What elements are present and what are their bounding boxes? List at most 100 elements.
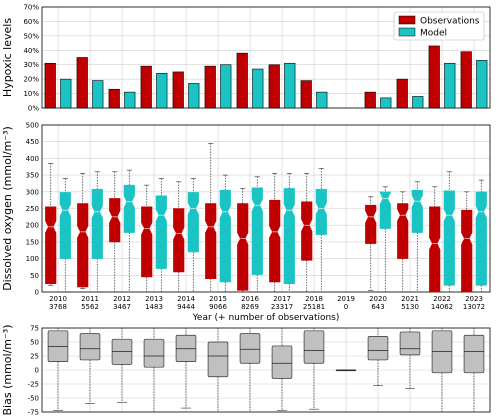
bias-box-2020-box bbox=[367, 336, 389, 361]
year-label-2013: 2013 bbox=[145, 295, 163, 303]
bias-box-2019 bbox=[335, 369, 357, 372]
bias-box-2023 bbox=[463, 327, 485, 413]
oxygen-box-model-2016-box bbox=[251, 187, 263, 275]
oxygen-box-observations-2020-box bbox=[365, 204, 377, 244]
obs-count-2022: 14062 bbox=[431, 303, 453, 311]
hypoxic-y-tick: 0% bbox=[28, 105, 39, 113]
oxygen-box-model-2017-box bbox=[283, 188, 295, 284]
bias-y-tick: 25 bbox=[30, 353, 39, 361]
bar-observations-2022 bbox=[428, 45, 440, 109]
oxygen-y-tick: 500 bbox=[26, 122, 39, 130]
bias-box-2012 bbox=[111, 327, 133, 403]
bias-box-2017-box bbox=[271, 345, 293, 379]
bias-y-tick: 50 bbox=[30, 339, 39, 347]
hypoxic-y-tick: 40% bbox=[23, 47, 39, 55]
bias-box-2020 bbox=[367, 327, 389, 386]
oxygen-box-observations-2010 bbox=[45, 163, 57, 286]
bar-model-2023 bbox=[476, 60, 488, 109]
bar-model-2021 bbox=[412, 96, 424, 109]
oxygen-box-model-2020 bbox=[379, 186, 391, 293]
oxygen-box-observations-2022 bbox=[429, 186, 441, 293]
year-label-2010: 2010 bbox=[49, 295, 67, 303]
bar-observations-2012 bbox=[108, 88, 120, 109]
oxygen-box-observations-2015-box bbox=[205, 203, 217, 279]
hypoxic-y-tick: 20% bbox=[23, 76, 39, 84]
obs-count-2020: 643 bbox=[371, 303, 384, 311]
bar-model-2012 bbox=[124, 91, 136, 109]
bar-observations-2023 bbox=[460, 51, 472, 109]
oxygen-box-observations-2011-box bbox=[77, 203, 89, 288]
oxygen-box-observations-2017-box bbox=[269, 199, 281, 283]
oxygen-box-model-2016 bbox=[251, 176, 263, 293]
oxygen-y-tick: 100 bbox=[26, 255, 39, 263]
oxygen-box-model-2012-box bbox=[123, 184, 135, 233]
bar-observations-2015 bbox=[204, 65, 216, 109]
bar-model-2022 bbox=[444, 62, 456, 109]
oxygen-box-model-2010 bbox=[59, 178, 71, 293]
bias-box-2021 bbox=[399, 327, 421, 389]
oxygen-box-observations-2020 bbox=[365, 196, 377, 291]
bias-y-tick: 75 bbox=[30, 325, 39, 333]
bias-box-2016 bbox=[239, 327, 261, 413]
bias-box-2023-box bbox=[463, 334, 485, 374]
x-axis-label: Year (+ number of observations) bbox=[192, 313, 340, 323]
oxygen-box-observations-2015 bbox=[205, 143, 217, 293]
oxygen-box-model-2022 bbox=[443, 171, 455, 293]
bias-y-tick: -50 bbox=[28, 395, 39, 403]
legend-swatch-observations bbox=[398, 15, 416, 25]
plot-frame bbox=[41, 327, 491, 413]
oxygen-box-observations-2016-box bbox=[237, 203, 249, 291]
bar-observations-2017 bbox=[268, 64, 280, 109]
oxygen-box-observations-2021-box bbox=[397, 203, 409, 259]
obs-count-2023: 13072 bbox=[463, 303, 485, 311]
year-label-2011: 2011 bbox=[81, 295, 99, 303]
oxygen-box-observations-2016 bbox=[237, 188, 249, 293]
oxygen-box-observations-2012-box bbox=[109, 198, 121, 243]
oxygen-y-tick: 250 bbox=[26, 205, 39, 213]
year-label-2019: 2019 bbox=[337, 295, 355, 303]
oxygen-box-model-2020-box bbox=[379, 191, 391, 229]
oxygen-y-tick: 300 bbox=[26, 188, 39, 196]
oxygen-box-model-2010-box bbox=[59, 192, 71, 259]
obs-count-2012: 3467 bbox=[113, 303, 131, 311]
oxygen-box-model-2013-box bbox=[155, 195, 167, 269]
oxygen-box-model-2022-box bbox=[443, 190, 455, 286]
bias-box-2013 bbox=[143, 327, 165, 413]
oxygen-box-model-2023-box bbox=[475, 191, 487, 286]
bias-box-2022 bbox=[431, 327, 453, 413]
hypoxic-y-tick: 10% bbox=[23, 90, 39, 98]
year-label-2012: 2012 bbox=[113, 295, 131, 303]
bias-box-2010 bbox=[47, 327, 69, 411]
bar-model-2014 bbox=[188, 83, 200, 109]
oxygen-box-observations-2012 bbox=[109, 171, 121, 293]
bar-observations-2020 bbox=[364, 91, 376, 109]
bar-observations-2014 bbox=[172, 71, 184, 109]
bar-model-2010 bbox=[60, 78, 72, 109]
plot-frame bbox=[41, 6, 491, 109]
oxygen-box-model-2014 bbox=[187, 178, 199, 293]
legend-label-model: Model bbox=[420, 29, 447, 39]
bias-box-2016-box bbox=[239, 333, 261, 364]
hypoxic-y-tick: 70% bbox=[23, 4, 39, 12]
oxygen-y-tick: 400 bbox=[26, 155, 39, 163]
bar-observations-2011 bbox=[76, 57, 88, 109]
obs-count-2016: 8269 bbox=[241, 303, 259, 311]
hypoxic-y-label: Hypoxic levels bbox=[1, 18, 14, 97]
bar-model-2016 bbox=[252, 68, 264, 109]
bias-y-tick: -75 bbox=[28, 409, 39, 417]
bias-box-2014 bbox=[175, 327, 197, 409]
oxygen-box-observations-2010-box bbox=[45, 206, 57, 284]
oxygen-box-model-2018-box bbox=[315, 188, 327, 235]
bar-model-2020 bbox=[380, 97, 392, 109]
year-label-2020: 2020 bbox=[369, 295, 387, 303]
oxygen-box-observations-2023-box bbox=[461, 209, 473, 293]
year-label-2015: 2015 bbox=[209, 295, 227, 303]
year-label-2016: 2016 bbox=[241, 295, 259, 303]
bar-observations-2016 bbox=[236, 52, 248, 109]
year-label-2021: 2021 bbox=[401, 295, 419, 303]
bias-box-2021-box bbox=[399, 331, 421, 356]
oxygen-y-tick: 200 bbox=[26, 222, 39, 230]
year-label-2022: 2022 bbox=[433, 295, 451, 303]
oxygen-box-model-2011 bbox=[91, 171, 103, 293]
